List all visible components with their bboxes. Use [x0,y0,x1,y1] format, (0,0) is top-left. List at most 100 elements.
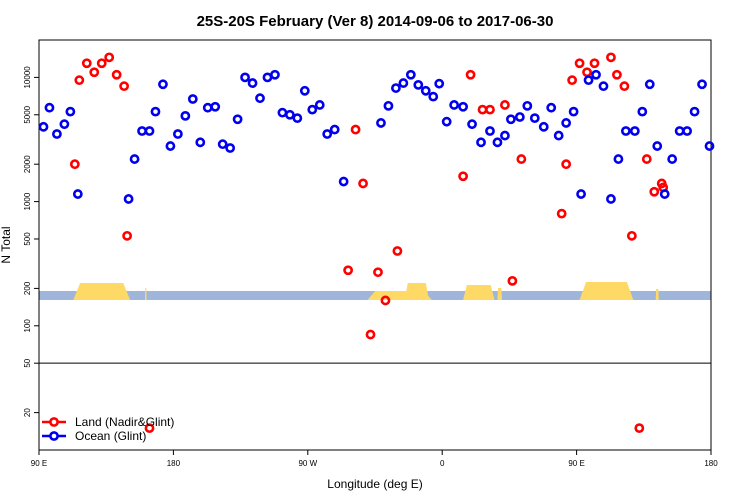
land-point [500,100,510,110]
land-mask-shape [655,289,659,300]
ocean-point [240,72,250,83]
ocean-point [158,79,168,90]
land-point [649,186,660,197]
land-point [589,58,600,69]
land-point [358,178,368,189]
land-mask-shape [463,285,495,300]
ocean-point [65,106,76,117]
ocean-point [284,109,295,120]
land-point [104,52,115,63]
ocean-point [441,116,452,127]
ocean-point [255,93,265,104]
land-point [619,81,630,92]
ocean-point [522,100,533,111]
land-point [567,75,578,86]
ocean-point [150,106,161,117]
y-tick-label: 1000 [23,192,32,210]
land-point [144,423,155,434]
x-axis-label: Longitude (deg E) [327,477,422,491]
land-point [561,159,572,170]
y-tick-label: 20 [23,408,32,417]
ocean-point [538,121,549,132]
land-point [477,104,488,115]
ocean-point [292,113,303,124]
ocean-point [420,85,431,96]
x-tick-label: 90 E [568,459,584,468]
ocean-point [704,141,715,151]
x-tick-label: 180 [167,459,181,468]
y-tick-label: 100 [23,319,32,333]
ocean-point [277,107,288,118]
ocean-point [467,119,477,130]
ocean-point [137,126,147,136]
ocean-point [644,79,655,90]
ocean-point [553,130,564,141]
land-point [582,67,592,78]
y-tick-label: 50 [23,358,32,367]
chart-title: 25S-20S February (Ver 8) 2014-09-06 to 2… [197,13,554,30]
land-point [111,69,122,80]
ocean-point [376,118,386,128]
land-mask-shape [497,288,502,300]
ocean-point [398,78,409,88]
land-point [556,208,567,219]
land-point [69,159,80,170]
ocean-point [591,69,601,80]
ocean-point [413,80,424,90]
ocean-point [652,141,663,151]
land-point [641,154,652,164]
land-point [96,58,107,69]
ocean-point [38,121,49,132]
y-tick-label: 2000 [23,155,32,173]
ocean-point [674,126,685,136]
land-point [507,275,518,286]
ocean-point [606,194,616,204]
ocean-point [629,126,640,136]
ocean-point [322,129,333,139]
y-axis: 20 50 100 200 500 1000 2000 5000 10000 [23,66,39,417]
ocean-point [383,100,394,111]
land-point [626,230,637,241]
y-tick-label: 10000 [23,66,32,89]
ocean-point [613,154,624,164]
ocean-point [165,141,176,151]
land-point [89,67,100,78]
land-point [350,124,361,135]
legend-marker [49,417,59,427]
ocean-point [270,69,280,80]
land-point [373,267,383,278]
ocean-point [583,75,594,86]
land-point [81,58,92,69]
ocean-point [210,101,221,112]
plot-frame [38,39,712,451]
ocean-point [458,101,469,112]
ocean-point [338,176,349,187]
ocean-point [514,112,525,122]
ocean-point [476,137,486,148]
land-point [380,295,391,306]
land-point [606,52,616,63]
x-tick-label: 0 [440,459,445,468]
plot-border [38,39,712,451]
ocean-point [225,143,236,153]
land-point [74,75,85,86]
ocean-point [405,69,416,80]
ocean-point [485,126,495,136]
ocean-point [247,78,258,88]
ocean-point [492,137,503,148]
surface-mask [39,282,711,300]
ocean-point [667,154,678,164]
y-tick-label: 500 [23,232,32,246]
ocean-point [391,83,401,93]
y-tick-label: 200 [23,281,32,295]
x-tick-label: 90 W [298,459,317,468]
ocean-point [529,113,540,124]
ocean-point [697,79,707,90]
land-point [634,423,645,434]
land-point [119,81,130,92]
ocean-point [232,114,243,125]
land-point [458,171,469,182]
land-mask-shape [404,283,429,300]
